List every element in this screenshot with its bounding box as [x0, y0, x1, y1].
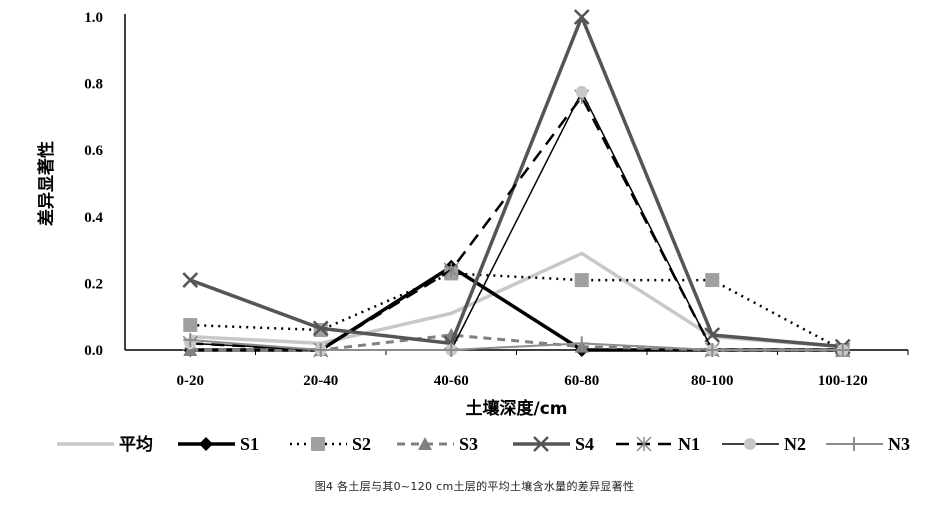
x-tick-label: 80-100 — [691, 373, 734, 389]
x-tick-label: 20-40 — [303, 373, 338, 389]
circle-marker — [575, 85, 588, 98]
x-marker — [182, 272, 199, 288]
legend: 平均 S1 S2 S3 S4 N1 N2 N3 — [57, 434, 910, 455]
legend-item-S4: S4 — [513, 434, 594, 454]
legend-label: N3 — [888, 434, 910, 454]
plus-marker — [705, 343, 720, 357]
y-tick-label: 0.0 — [84, 343, 103, 359]
series-lines — [182, 9, 851, 358]
diamond-marker — [199, 437, 213, 451]
series-S4 — [182, 9, 851, 355]
legend-label: S4 — [575, 434, 594, 454]
y-axis-title: 差异显著性 — [36, 141, 57, 226]
x-marker — [312, 320, 329, 337]
x-tick-label: 60-80 — [564, 373, 599, 389]
legend-label: N1 — [678, 434, 700, 454]
y-tick-label: 1.0 — [84, 10, 103, 26]
x-tick-label: 100-120 — [818, 373, 868, 389]
legend-item-S2: S2 — [290, 434, 371, 454]
legend-item-N2: N2 — [722, 434, 806, 454]
x-tick-label: 0-20 — [177, 373, 205, 389]
line-chart: 0.0 0.2 0.4 0.6 0.8 1.0 0-20 20-40 40-60 60-80 80… — [36, 9, 910, 455]
series-line — [190, 333, 843, 352]
series-N1 — [182, 89, 851, 358]
square-marker — [311, 437, 325, 451]
legend-item-平均: 平均 — [57, 434, 153, 455]
plus-marker — [313, 343, 328, 357]
triangle-marker — [418, 437, 432, 450]
plus-marker — [574, 336, 589, 351]
x-marker — [533, 436, 549, 452]
legend-label: S2 — [352, 434, 371, 454]
series-line — [190, 339, 843, 351]
plus-marker — [444, 343, 459, 357]
y-tick-label: 0.6 — [84, 143, 103, 159]
legend-item-S3: S3 — [397, 434, 478, 454]
y-tick-label: 0.4 — [84, 210, 103, 226]
plus-marker — [835, 343, 850, 357]
legend-item-N1: N1 — [616, 434, 700, 454]
circle-marker — [744, 438, 756, 450]
y-tick-labels: 0.0 0.2 0.4 0.6 0.8 1.0 — [84, 10, 103, 359]
series-line — [190, 91, 843, 351]
x-axis-title: 土壤深度/cm — [466, 398, 568, 419]
square-marker — [183, 318, 198, 333]
square-marker — [574, 273, 589, 288]
x-tick-labels: 0-20 20-40 40-60 60-80 80-100 100-120 — [177, 350, 909, 389]
legend-item-S1: S1 — [178, 434, 259, 454]
legend-label: S3 — [459, 434, 478, 454]
star-marker — [443, 262, 459, 278]
plus-marker — [183, 333, 198, 348]
series-平均 — [190, 251, 843, 349]
x-tick-label: 40-60 — [434, 373, 469, 389]
legend-label: S1 — [240, 434, 259, 454]
y-tick-label: 0.8 — [84, 77, 103, 93]
plus-marker — [847, 437, 861, 451]
figure-caption: 图4 各土层与其0~120 cm土层的平均土壤含水量的差异显著性 — [314, 480, 635, 493]
series-line — [189, 15, 843, 349]
x-marker — [573, 9, 590, 25]
series-S2 — [183, 266, 850, 357]
legend-label: 平均 — [119, 434, 153, 455]
series-line — [190, 251, 843, 349]
legend-label: N2 — [784, 434, 806, 454]
y-tick-label: 0.2 — [84, 276, 103, 292]
series-line — [190, 95, 843, 352]
series-N3 — [183, 333, 850, 357]
square-marker — [705, 273, 720, 288]
legend-item-N3: N3 — [826, 434, 910, 454]
star-marker — [636, 436, 652, 452]
